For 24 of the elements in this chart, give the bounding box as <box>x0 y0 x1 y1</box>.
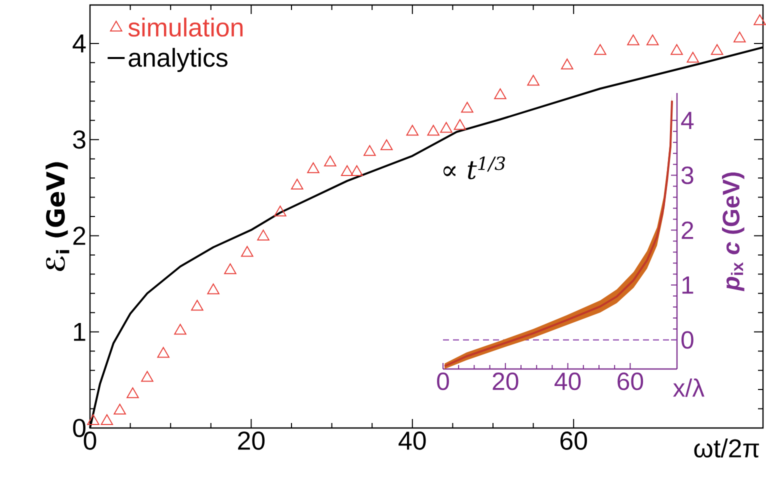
y-tick-label: 2 <box>73 226 86 245</box>
x-axis-title: x/λ <box>673 378 704 397</box>
y-tick-label: 4 <box>681 112 694 129</box>
y-tick-label: 1 <box>74 322 86 341</box>
x-tick-label: 0 <box>437 372 449 390</box>
x-tick-label: 40 <box>554 372 581 390</box>
annotation: ∝ t$^{1/3}$ <box>443 156 505 180</box>
x-axis-title: ωt/2π <box>694 438 759 458</box>
x-tick-label: 60 <box>560 432 587 450</box>
y-tick-label: 3 <box>73 130 86 149</box>
legend-label: analytics <box>128 48 228 72</box>
y-tick-label: 2 <box>682 221 694 239</box>
y-tick-label: 0 <box>681 331 694 349</box>
x-tick-label: 20 <box>492 372 518 390</box>
y-tick-label: 3 <box>681 166 694 184</box>
y-axis-title: ℰ$_{i}$ (GeV) <box>46 162 70 272</box>
x-tick-label: 60 <box>618 372 644 390</box>
y-tick-label: 0 <box>73 418 86 438</box>
y-tick-label: 4 <box>72 34 86 52</box>
x-tick-label: 20 <box>238 432 265 450</box>
y-tick-label: 1 <box>682 276 694 294</box>
x-tick-label: 40 <box>398 432 426 450</box>
y-axis-title: p$_{ix}$ c (GeV) <box>722 172 744 292</box>
legend-label: simulation <box>128 18 243 37</box>
